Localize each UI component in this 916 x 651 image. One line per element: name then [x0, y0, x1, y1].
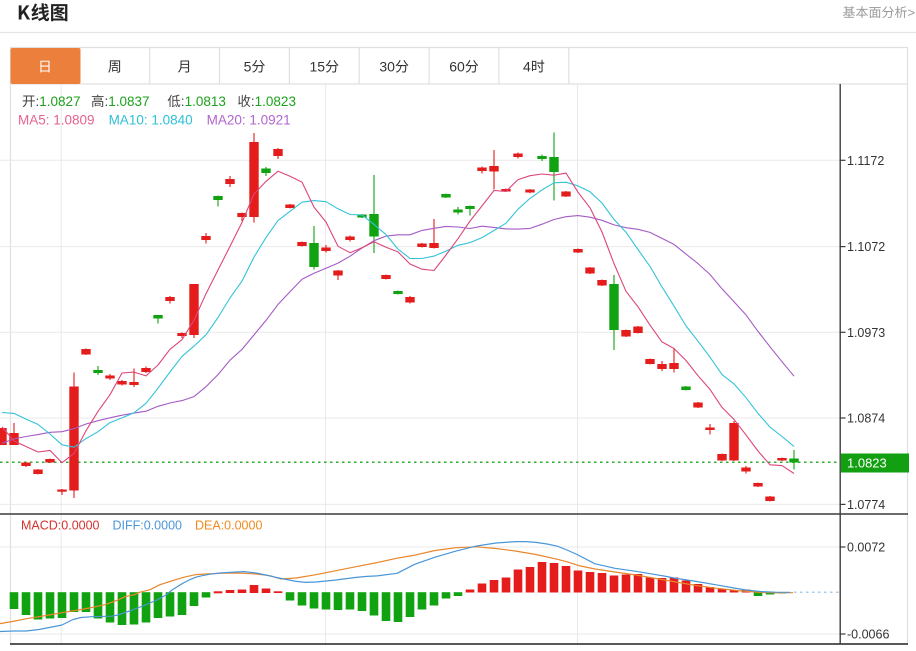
svg-text:30: 30 [379, 59, 395, 75]
svg-text::1.0837: :1.0837 [105, 94, 150, 109]
svg-text:1.1172: 1.1172 [847, 154, 884, 168]
svg-text:1.1072: 1.1072 [847, 240, 885, 254]
svg-text:5: 5 [244, 59, 252, 75]
svg-text::1.0813: :1.0813 [181, 94, 226, 109]
svg-text:1.0874: 1.0874 [847, 412, 885, 426]
svg-text:1.0973: 1.0973 [847, 326, 885, 340]
svg-text:4: 4 [523, 59, 531, 75]
svg-text::1.0827: :1.0827 [36, 94, 81, 109]
svg-text::1.0823: :1.0823 [251, 94, 296, 109]
svg-text:1.0823: 1.0823 [847, 456, 887, 471]
svg-text:60: 60 [449, 59, 465, 75]
svg-text:-0.0066: -0.0066 [847, 628, 889, 642]
svg-text:15: 15 [310, 59, 326, 75]
svg-text:>: > [908, 5, 916, 20]
svg-text:1.0774: 1.0774 [847, 498, 885, 512]
svg-text:0.0072: 0.0072 [847, 541, 885, 555]
